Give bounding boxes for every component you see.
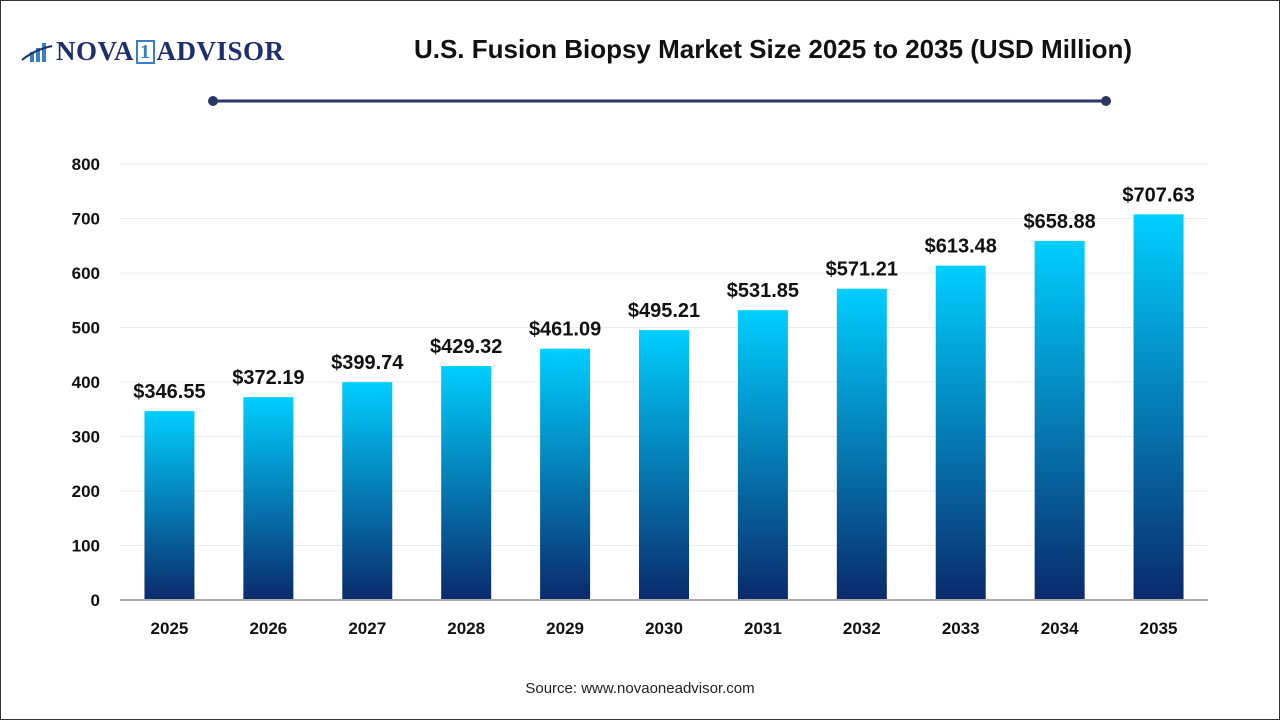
x-tick-label: 2025: [151, 619, 189, 638]
x-tick-label: 2031: [744, 619, 782, 638]
x-tick-label: 2026: [249, 619, 287, 638]
x-tick-label: 2033: [942, 619, 980, 638]
data-label: $372.19: [232, 367, 304, 389]
y-tick-label: 200: [72, 482, 100, 501]
x-tick-label: 2032: [843, 619, 881, 638]
y-tick-label: 400: [72, 373, 100, 392]
y-tick-label: 500: [72, 319, 100, 338]
logo: NOVA 1 ADVISOR: [20, 36, 285, 67]
data-label: $658.88: [1023, 211, 1095, 233]
data-label: $399.74: [331, 352, 404, 374]
data-label: $571.21: [826, 259, 898, 281]
x-tick-label: 2030: [645, 619, 683, 638]
data-label: $429.32: [430, 336, 502, 358]
y-tick-label: 300: [72, 428, 100, 447]
bar-2027: [342, 382, 393, 600]
bar-2029: [540, 348, 591, 600]
logo-text-nova: NOVA: [56, 36, 135, 66]
x-tick-label: 2027: [348, 619, 386, 638]
y-tick-label: 700: [72, 210, 100, 229]
x-tick-label: 2034: [1041, 619, 1079, 638]
bar-2031: [737, 310, 788, 600]
y-tick-label: 0: [91, 591, 100, 610]
logo-bars-icon: [21, 42, 53, 62]
bar-2025: [144, 411, 195, 600]
x-tick-label: 2028: [447, 619, 485, 638]
bar-2028: [441, 366, 492, 600]
bar-2034: [1034, 240, 1085, 600]
x-tick-label: 2035: [1140, 619, 1178, 638]
bar-2032: [836, 288, 887, 600]
data-label: $461.09: [529, 319, 601, 341]
x-tick-label: 2029: [546, 619, 584, 638]
data-label: $707.63: [1122, 184, 1194, 206]
y-tick-label: 100: [72, 537, 100, 556]
bar-2033: [935, 265, 986, 600]
y-tick-label: 600: [72, 264, 100, 283]
source-note: Source: www.novaoneadvisor.com: [525, 680, 755, 697]
logo-text-one: 1: [136, 39, 155, 64]
bar-2035: [1133, 214, 1184, 600]
chart-title: U.S. Fusion Biopsy Market Size 2025 to 2…: [413, 34, 1133, 64]
data-label: $495.21: [628, 300, 700, 322]
bar-2026: [243, 397, 294, 600]
title-divider-left-dot: [208, 96, 218, 106]
data-label: $346.55: [133, 381, 205, 403]
data-label: $531.85: [727, 280, 799, 302]
title-divider-right-dot: [1101, 96, 1111, 106]
data-label: $613.48: [925, 236, 997, 258]
logo-text-advisor: ADVISOR: [156, 36, 285, 66]
bar-2030: [639, 330, 689, 600]
y-tick-label: 800: [72, 155, 100, 174]
